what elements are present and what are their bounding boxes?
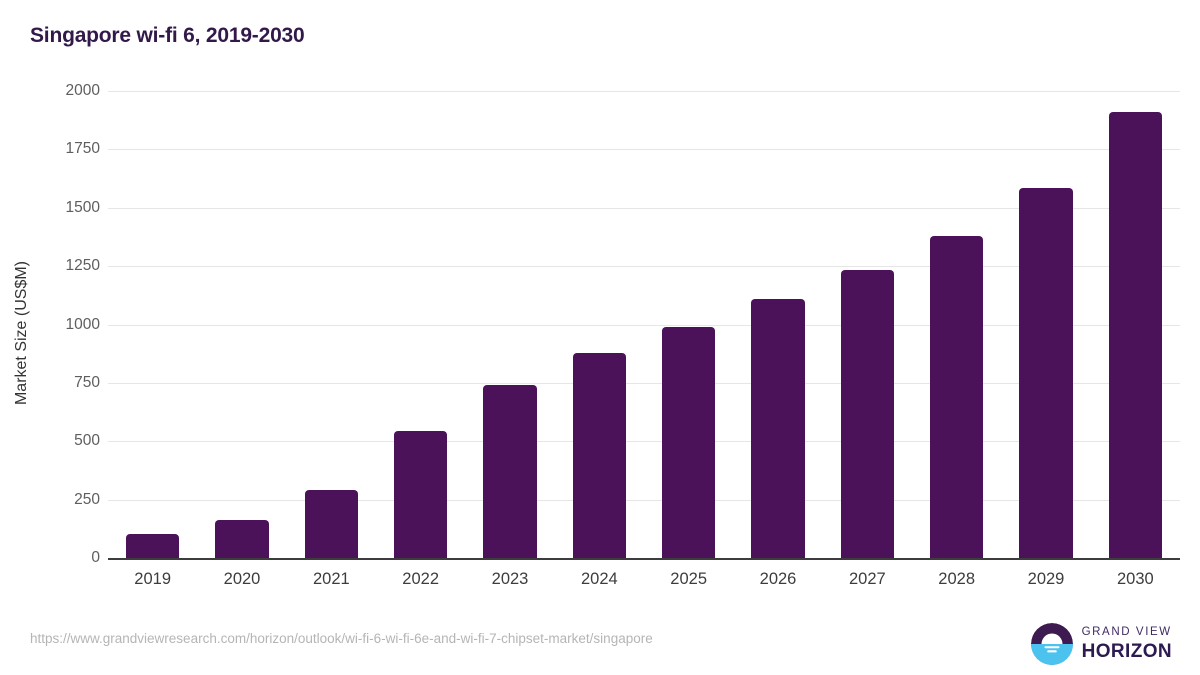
y-axis-tick-label: 1000 <box>65 315 100 333</box>
gridline <box>108 266 1180 268</box>
x-axis-tick-label: 2019 <box>134 570 172 588</box>
y-axis-title: Market Size (US$M) <box>13 260 30 406</box>
logo-line-horizon: HORIZON <box>1081 640 1172 662</box>
source-url[interactable]: https://www.grandviewresearch.com/horizo… <box>30 631 653 646</box>
gridline <box>108 382 1180 384</box>
horizon-sun-icon <box>1030 623 1073 665</box>
x-axis-tick-label: 2020 <box>223 570 261 588</box>
grand-view-horizon-logo[interactable]: GRAND VIEW HORIZON <box>1030 622 1172 666</box>
y-axis-tick-label: 0 <box>91 549 100 566</box>
bar[interactable] <box>929 236 984 558</box>
x-axis-line <box>108 558 1180 560</box>
x-axis-tick-label: 2023 <box>491 570 529 588</box>
y-axis-tick-label: 1250 <box>65 257 100 275</box>
gridline <box>108 324 1180 326</box>
y-axis-tick-labels: 0 250 500 750 1000 1250 1500 1750 2000 <box>6 0 100 675</box>
x-axis-tick-label: 2021 <box>312 570 350 588</box>
y-axis-tick-label: 500 <box>74 432 100 450</box>
x-axis-tick-label: 2029 <box>1027 570 1065 588</box>
bar[interactable] <box>125 534 180 558</box>
bar[interactable] <box>840 270 895 558</box>
plot-area <box>108 91 1180 558</box>
gridline <box>108 91 1180 92</box>
y-axis-tick-label: 1750 <box>65 140 100 158</box>
bar[interactable] <box>661 326 716 558</box>
x-axis-tick-label: 2026 <box>759 570 797 588</box>
bar[interactable] <box>751 298 805 558</box>
x-axis-tick-label: 2022 <box>402 570 440 588</box>
page-title: Singapore wi-fi 6, 2019-2030 <box>30 24 305 47</box>
bar[interactable] <box>572 352 627 558</box>
x-axis-tick-label: 2030 <box>1116 570 1154 588</box>
bar[interactable] <box>393 430 448 558</box>
x-axis-tick-label: 2025 <box>670 570 708 588</box>
y-axis-tick-label: 1500 <box>65 198 100 216</box>
logo-wordmark: GRAND VIEW HORIZON <box>1082 627 1172 661</box>
bar[interactable] <box>1019 188 1073 558</box>
x-axis-tick-label: 2028 <box>938 570 976 588</box>
bar[interactable] <box>1108 112 1163 558</box>
gridline <box>108 207 1180 209</box>
gridline <box>108 149 1180 151</box>
y-axis-tick-label: 250 <box>74 490 100 508</box>
x-axis-tick-label: 2024 <box>580 570 618 588</box>
logo-line-grand-view: GRAND VIEW <box>1081 626 1172 639</box>
gridline <box>108 499 1180 501</box>
x-axis-tick-label: 2027 <box>848 570 886 588</box>
bar[interactable] <box>215 520 269 558</box>
y-axis-tick-label: 750 <box>74 373 100 391</box>
y-axis-tick-label: 2000 <box>65 82 100 99</box>
gridline <box>108 441 1180 443</box>
bar[interactable] <box>304 489 359 558</box>
bar[interactable] <box>483 385 537 558</box>
